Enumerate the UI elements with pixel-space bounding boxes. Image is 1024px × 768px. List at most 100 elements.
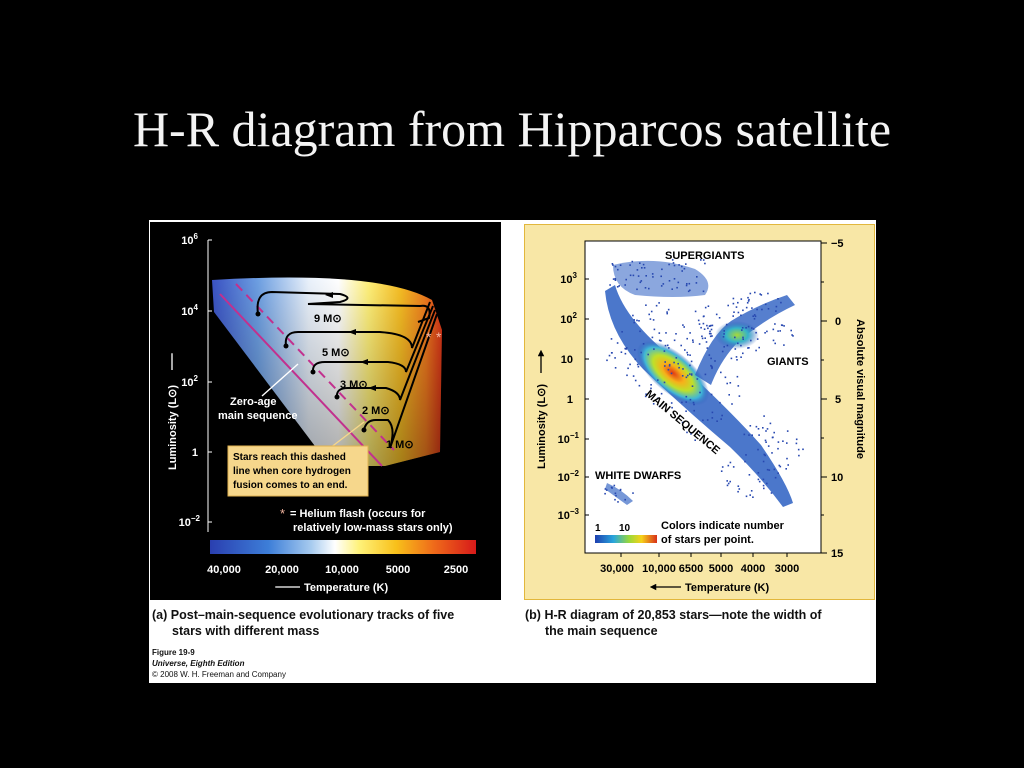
scatter-point — [762, 484, 765, 487]
scatter-point — [686, 431, 688, 434]
scatter-point — [745, 495, 748, 498]
scatter-point — [612, 264, 614, 266]
scatter-point — [675, 333, 677, 335]
scatter-point — [636, 319, 638, 322]
colorbar-note-line1: Colors indicate number — [661, 520, 785, 532]
scatter-point — [619, 264, 622, 266]
scatter-point — [728, 394, 730, 396]
scatter-point — [695, 282, 698, 284]
scatter-point — [750, 339, 752, 342]
scatter-point — [777, 472, 779, 474]
caption-b: (b) H-R diagram of 20,853 stars—note the… — [525, 607, 875, 639]
scatter-point — [774, 342, 776, 345]
scatter-point — [714, 360, 716, 362]
callout-line2: line when core hydrogen — [233, 466, 351, 477]
scatter-point — [766, 330, 768, 333]
scatter-point — [614, 279, 617, 281]
scatter-point — [772, 328, 775, 331]
scatter-point — [666, 312, 668, 315]
scatter-point — [766, 468, 769, 471]
scatter-point — [706, 419, 709, 421]
scatter-point — [621, 331, 623, 333]
b-x-axis-label: Temperature (K) — [685, 582, 769, 594]
scatter-point — [671, 288, 673, 290]
scatter-point — [787, 464, 789, 466]
scatter-point — [673, 361, 675, 364]
scatter-point — [778, 464, 781, 467]
scatter-point — [624, 284, 626, 286]
scatter-point — [767, 308, 770, 310]
scatter-point — [704, 306, 707, 309]
scatter-point — [711, 411, 714, 414]
scatter-point — [721, 466, 724, 468]
scatter-point — [749, 494, 751, 496]
scatter-point — [613, 484, 616, 487]
scatter-point — [631, 260, 634, 263]
scatter-point — [625, 348, 627, 350]
scatter-point — [639, 330, 641, 333]
scatter-point — [690, 374, 693, 376]
scatter-point — [729, 480, 731, 483]
scatter-point — [727, 304, 729, 307]
x-tick-40000: 40,000 — [207, 564, 241, 576]
scatter-point — [677, 362, 679, 365]
scatter-point — [697, 319, 700, 322]
b-mag-tick-15: 15 — [831, 548, 843, 560]
scatter-point — [671, 406, 673, 409]
scatter-point — [765, 441, 767, 443]
scatter-point — [792, 335, 794, 337]
scatter-point — [802, 448, 804, 451]
b-x-tick-5000: 5000 — [709, 563, 733, 575]
scatter-point — [709, 330, 711, 333]
scatter-point — [632, 274, 635, 277]
scatter-point — [719, 401, 721, 404]
scatter-point — [706, 324, 708, 327]
region-giants: GIANTS — [767, 356, 809, 368]
scatter-point — [642, 343, 645, 345]
scatter-point — [751, 307, 753, 309]
scatter-point — [699, 391, 701, 394]
colorbar-note-line2: of stars per point. — [661, 534, 754, 546]
scatter-point — [634, 379, 637, 382]
scatter-point — [702, 259, 705, 261]
scatter-point — [737, 490, 739, 493]
scatter-point — [707, 327, 709, 330]
scatter-point — [745, 306, 748, 309]
track-1-msun — [363, 313, 438, 449]
scatter-point — [683, 267, 686, 270]
scatter-point — [650, 384, 652, 386]
scatter-point — [747, 347, 749, 349]
scatter-point — [765, 430, 767, 432]
evolutionary-tracks — [256, 290, 438, 449]
scatter-point — [632, 492, 634, 494]
scatter-point — [783, 344, 785, 346]
scatter-point — [703, 328, 706, 330]
scatter-point — [785, 468, 787, 470]
scatter-point — [652, 276, 654, 278]
scatter-point — [736, 359, 738, 361]
scatter-point — [753, 314, 756, 316]
scatter-point — [795, 438, 798, 441]
scatter-point — [627, 367, 629, 370]
scatter-point — [774, 476, 777, 479]
b-y-left-label: Luminosity (L⊙) — [536, 384, 548, 469]
scatter-point — [636, 269, 639, 271]
scatter-point — [729, 461, 732, 464]
caption-a-line2: stars with different mass — [172, 624, 320, 638]
scatter-point — [614, 498, 616, 501]
scatter-point — [710, 365, 713, 368]
scatter-point — [640, 351, 642, 354]
scatter-point — [707, 305, 710, 307]
scatter-point — [612, 278, 615, 280]
scatter-point — [606, 359, 608, 362]
scatter-point — [668, 280, 671, 282]
b-mag-tick-0: 0 — [835, 316, 841, 328]
scatter-point — [610, 486, 613, 489]
scatter-point — [658, 332, 661, 334]
scatter-point — [677, 281, 680, 284]
scatter-point — [655, 304, 658, 307]
b-y-tick-1e-1: 10−1 — [558, 431, 580, 446]
scatter-point — [718, 317, 721, 319]
scatter-point — [731, 403, 733, 405]
scatter-point — [758, 480, 761, 483]
